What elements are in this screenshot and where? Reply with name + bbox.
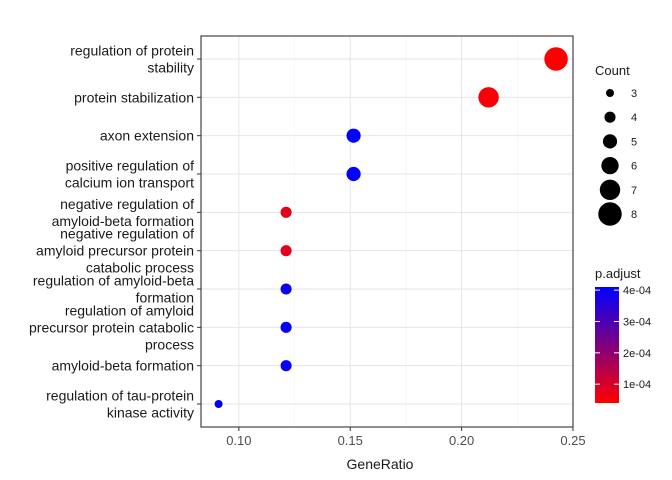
- x-tick-label: 0.10: [226, 433, 251, 448]
- plot-panel: [200, 35, 574, 428]
- color-legend-title: p.adjust: [595, 266, 641, 281]
- x-tick-label: 0.25: [560, 433, 585, 448]
- y-category-label: negative regulation of: [60, 196, 194, 212]
- y-category-label: formation: [136, 290, 194, 306]
- size-legend-label: 6: [631, 161, 637, 173]
- x-axis: 0.10 0.15 0.20 0.25: [226, 427, 586, 448]
- y-category-label: axon extension: [100, 128, 194, 144]
- size-legend-label: 4: [631, 112, 637, 124]
- y-category-label: stability: [147, 60, 194, 76]
- color-legend-label: 4e-04: [623, 285, 651, 297]
- size-legend-key: [598, 202, 622, 226]
- y-category-label: regulation of amyloid: [65, 302, 194, 318]
- size-legend: Count 3 4 5 6 7 8: [595, 63, 637, 226]
- data-point: [478, 87, 499, 108]
- size-legend-label: 7: [631, 185, 637, 197]
- y-category-label: regulation of amyloid-beta: [33, 273, 194, 289]
- size-legend-key: [606, 89, 614, 97]
- data-point: [280, 321, 292, 333]
- size-legend-key: [599, 179, 621, 200]
- color-legend: p.adjust 4e-04 3e-04 2e-04 1e-04: [595, 266, 651, 403]
- data-point: [280, 360, 292, 372]
- color-legend-label: 2e-04: [623, 348, 651, 360]
- size-legend-title: Count: [595, 63, 630, 78]
- x-tick-label: 0.15: [338, 433, 363, 448]
- size-legend-label: 8: [631, 209, 637, 221]
- size-legend-key: [601, 156, 619, 175]
- y-category-label: positive regulation of: [66, 158, 195, 174]
- color-legend-bar: [595, 287, 619, 403]
- y-category-label: kinase activity: [107, 405, 194, 421]
- data-point: [214, 400, 223, 408]
- y-category-label: amyloid-beta formation: [52, 358, 194, 374]
- data-point: [280, 206, 292, 218]
- x-tick-label: 0.20: [449, 433, 474, 448]
- panel-border: [200, 35, 574, 428]
- y-category-label: protein stabilization: [74, 89, 194, 105]
- y-category-label: precursor protein catabolic: [29, 319, 194, 335]
- size-legend-label: 3: [631, 88, 637, 100]
- y-category-label: amyloid precursor protein: [36, 243, 194, 259]
- y-category-label: negative regulation of: [60, 226, 194, 242]
- data-point: [544, 47, 568, 71]
- y-category-label: regulation of tau-protein: [46, 388, 194, 404]
- y-category-label: catabolic process: [86, 260, 194, 276]
- y-category-label: process: [145, 336, 194, 352]
- size-legend-key: [602, 134, 618, 149]
- y-category-label: regulation of protein: [70, 43, 194, 59]
- data-point: [346, 128, 361, 143]
- y-category-label: calcium ion transport: [65, 175, 194, 191]
- y-category-label: amyloid-beta formation: [52, 213, 194, 229]
- data-point: [346, 166, 361, 182]
- size-legend-key: [604, 111, 616, 123]
- x-axis-title: GeneRatio: [347, 456, 414, 472]
- data-point: [280, 245, 292, 257]
- data-point: [280, 283, 292, 295]
- size-legend-label: 5: [631, 136, 637, 148]
- color-legend-label: 1e-04: [623, 379, 651, 391]
- color-legend-label: 3e-04: [623, 316, 651, 328]
